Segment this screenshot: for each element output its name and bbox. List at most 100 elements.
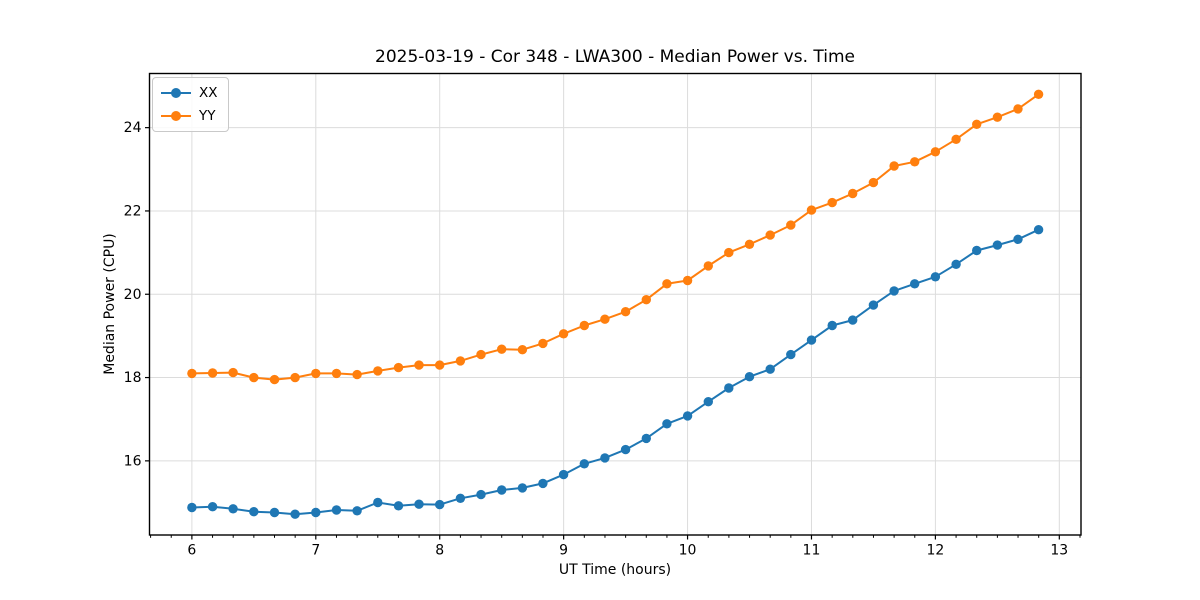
data-point-yy: [600, 314, 610, 324]
data-point-yy: [972, 119, 982, 129]
x-tick-label: 9: [559, 543, 568, 559]
x-axis-label: UT Time (hours): [559, 562, 671, 578]
y-tick-label: 24: [124, 120, 142, 136]
data-point-yy: [311, 368, 321, 379]
data-point-xx: [414, 499, 424, 509]
data-point-yy: [207, 368, 218, 378]
data-point-xx: [662, 419, 672, 429]
data-point-xx: [249, 507, 259, 517]
data-point-xx: [806, 335, 817, 345]
legend-item-xx: XX: [161, 83, 218, 103]
data-point-xx: [930, 272, 941, 282]
data-point-xx: [744, 372, 755, 382]
data-point-xx: [724, 383, 734, 393]
data-point-xx: [393, 501, 404, 511]
chart-title: 2025-03-19 - Cor 348 - LWA300 - Median P…: [375, 47, 855, 67]
legend-marker-yy: [161, 110, 191, 122]
data-point-yy: [331, 368, 342, 379]
data-point-yy: [228, 367, 238, 378]
data-point-yy: [435, 360, 445, 370]
data-point-xx: [910, 279, 920, 289]
data-point-yy: [352, 369, 362, 380]
data-point-yy: [682, 275, 693, 286]
data-point-yy: [393, 362, 404, 373]
data-point-xx: [868, 300, 879, 310]
data-point-xx: [228, 504, 238, 514]
data-point-xx: [373, 497, 383, 508]
data-point-xx: [848, 315, 858, 325]
data-point-yy: [992, 112, 1003, 122]
axes-frame: [148, 72, 1082, 536]
data-point-yy: [290, 372, 300, 383]
data-point-yy: [765, 230, 775, 240]
data-point-xx: [827, 320, 837, 331]
data-point-xx: [951, 259, 961, 269]
data-point-yy: [910, 157, 920, 167]
data-point-xx: [786, 349, 796, 360]
data-point-xx: [517, 483, 528, 493]
plot-frame: [148, 72, 1082, 536]
data-point-xx: [476, 489, 486, 500]
data-point-xx: [641, 433, 651, 444]
x-tick-label: 13: [1050, 543, 1068, 559]
data-point-yy: [497, 344, 507, 354]
data-point-yy: [538, 338, 548, 349]
x-tick-label: 8: [435, 543, 444, 559]
data-point-xx: [497, 485, 507, 495]
series-line-yy: [191, 93, 1040, 381]
data-point-xx: [1033, 225, 1044, 235]
data-point-xx: [207, 502, 218, 512]
data-point-yy: [476, 349, 486, 360]
y-tick-label: 22: [124, 203, 142, 219]
x-tick-label: 12: [926, 543, 944, 559]
legend-label-yy: YY: [199, 108, 216, 124]
data-point-xx: [1013, 234, 1023, 244]
legend-item-yy: YY: [161, 106, 218, 126]
data-point-yy: [558, 329, 569, 339]
data-point-yy: [579, 320, 589, 331]
series-layer: [187, 89, 1044, 519]
data-point-xx: [269, 507, 280, 518]
data-point-xx: [538, 478, 548, 489]
data-point-yy: [868, 177, 879, 188]
data-point-yy: [744, 239, 755, 249]
data-point-xx: [290, 509, 300, 519]
data-point-yy: [930, 147, 941, 157]
data-point-xx: [352, 506, 362, 516]
legend-marker-xx: [161, 87, 191, 99]
data-point-yy: [889, 161, 899, 171]
data-point-yy: [187, 368, 197, 379]
data-point-yy: [1013, 104, 1023, 114]
tick-layer: 6 7 8 9 10 11 12 13 16 18 20 22 24: [124, 120, 1081, 559]
data-point-xx: [435, 499, 445, 510]
grid-layer: [149, 73, 1081, 535]
data-point-yy: [249, 372, 259, 383]
data-point-xx: [600, 453, 610, 463]
data-point-xx: [972, 245, 982, 256]
data-point-xx: [620, 444, 631, 455]
x-tick-label: 11: [803, 543, 821, 559]
data-point-xx: [311, 507, 321, 518]
data-point-xx: [579, 459, 589, 469]
data-point-yy: [806, 205, 817, 215]
data-point-yy: [848, 188, 858, 199]
x-tick-label: 6: [187, 543, 196, 559]
data-point-xx: [187, 502, 197, 513]
data-point-xx: [331, 505, 342, 515]
data-point-yy: [724, 247, 734, 258]
data-point-yy: [786, 220, 796, 230]
y-tick-label: 20: [124, 287, 142, 303]
data-point-yy: [269, 374, 280, 385]
data-point-xx: [889, 286, 899, 296]
data-point-yy: [373, 366, 383, 376]
data-point-xx: [558, 469, 569, 480]
x-tick-label: 10: [679, 543, 697, 559]
y-tick-label: 16: [124, 453, 142, 469]
data-point-yy: [620, 307, 631, 317]
data-point-xx: [992, 240, 1003, 250]
data-point-yy: [703, 261, 713, 271]
data-point-yy: [517, 345, 528, 355]
data-point-xx: [765, 364, 775, 374]
